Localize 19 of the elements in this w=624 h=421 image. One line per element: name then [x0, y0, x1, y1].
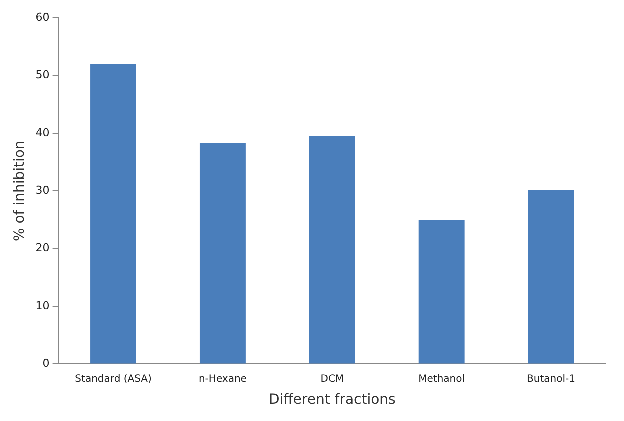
- x-tick-label: Butanol-1: [527, 374, 576, 385]
- bar: [200, 143, 246, 364]
- bar: [528, 190, 574, 364]
- x-tick-label: DCM: [320, 374, 344, 385]
- y-tick-label: 60: [36, 10, 50, 24]
- x-tick-label: n-Hexane: [198, 374, 247, 385]
- y-tick-label: 10: [36, 299, 50, 312]
- y-tick-label: 0: [42, 357, 50, 370]
- y-tick-label: 20: [36, 242, 50, 255]
- y-axis-title: % of inhibition: [12, 140, 28, 242]
- bar: [90, 64, 136, 364]
- y-tick-label: 40: [36, 126, 50, 140]
- x-tick-label: Methanol: [418, 374, 466, 385]
- bar: [418, 220, 465, 364]
- y-tick-label: 30: [36, 184, 50, 197]
- y-tick-label: 50: [36, 68, 50, 82]
- x-axis-title: Different fractions: [268, 392, 396, 408]
- x-tick-label: Standard (ASA): [75, 374, 152, 385]
- bar: [309, 136, 356, 364]
